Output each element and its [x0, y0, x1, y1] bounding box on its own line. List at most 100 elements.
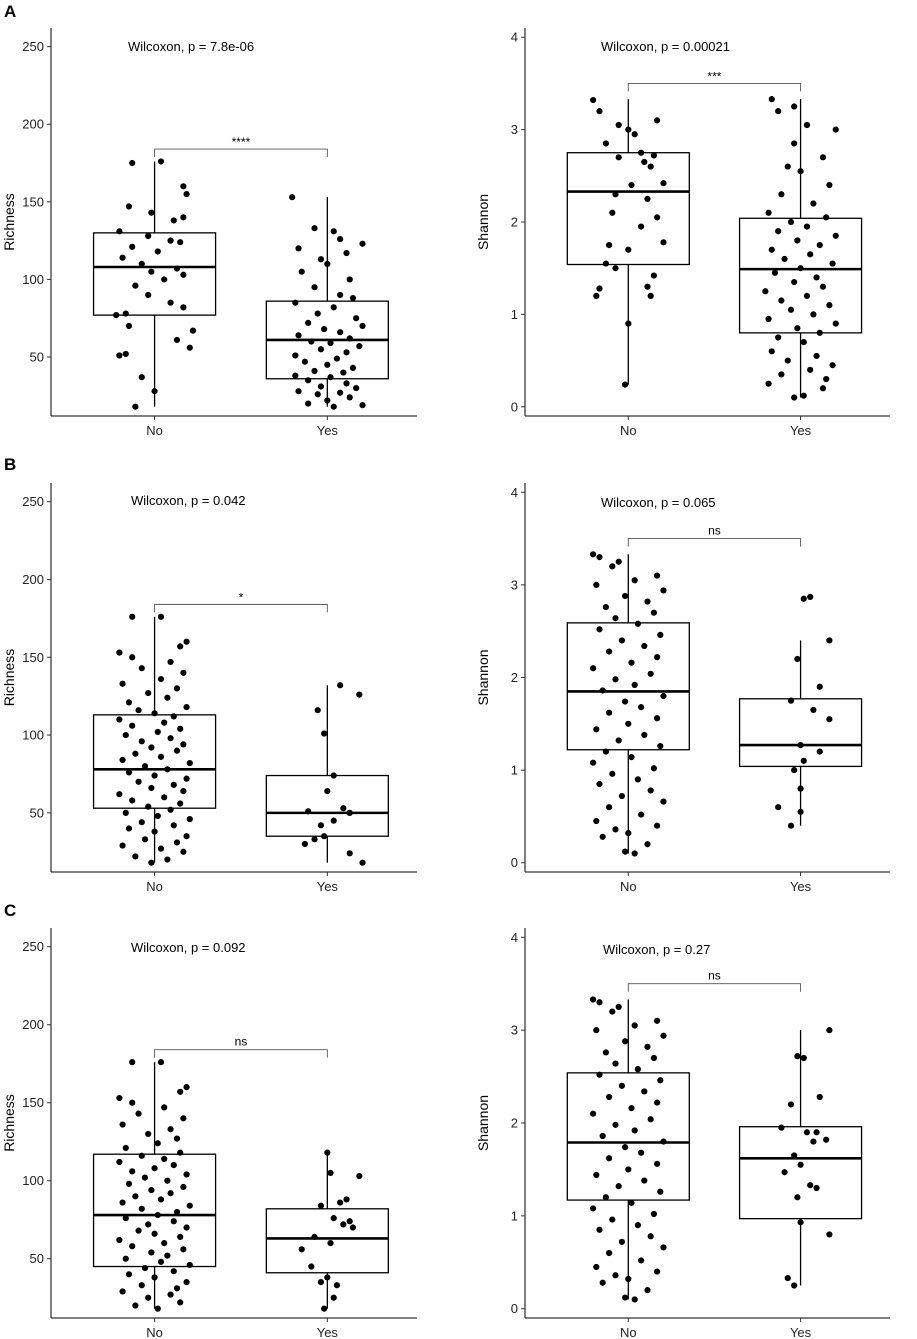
significance-label: ns	[235, 1035, 248, 1049]
data-point	[141, 1174, 149, 1181]
data-point	[314, 391, 321, 398]
data-point	[637, 223, 645, 230]
data-point	[141, 763, 149, 770]
data-point	[317, 1202, 325, 1209]
box-iqr-no	[92, 714, 217, 809]
box-iqr-yes	[738, 698, 863, 768]
data-point	[644, 283, 651, 290]
data-point	[173, 685, 181, 692]
data-point	[832, 126, 839, 133]
data-point	[589, 665, 597, 672]
data-point	[800, 1054, 807, 1062]
data-point	[138, 374, 145, 381]
data-point	[596, 553, 603, 561]
data-point	[122, 809, 129, 816]
data-point	[657, 1188, 664, 1195]
y-tick-label: 2	[511, 215, 518, 230]
data-point	[305, 319, 312, 326]
data-point	[794, 325, 801, 332]
data-point	[605, 1249, 613, 1257]
data-point	[631, 1022, 638, 1029]
y-tick-label: 2	[511, 1116, 518, 1131]
data-point	[660, 180, 667, 187]
data-point	[653, 715, 661, 722]
data-point	[321, 833, 328, 840]
data-point	[650, 1210, 657, 1218]
data-point	[122, 310, 129, 317]
data-point	[816, 241, 823, 249]
data-point	[765, 315, 772, 323]
data-point	[653, 1160, 661, 1167]
data-point	[113, 312, 120, 319]
data-point	[596, 285, 603, 292]
data-point	[791, 1152, 798, 1159]
data-point	[135, 778, 142, 785]
data-point	[167, 658, 174, 666]
data-point	[180, 669, 187, 676]
data-point	[122, 350, 129, 358]
data-point	[311, 225, 318, 232]
data-point	[781, 255, 788, 263]
data-point	[129, 243, 136, 250]
y-tick-label: 4	[511, 485, 518, 500]
data-point	[612, 191, 619, 198]
data-point	[148, 1186, 155, 1194]
data-point	[116, 649, 123, 656]
data-point	[823, 1136, 830, 1143]
data-point	[653, 1017, 661, 1024]
y-tick-label: 0	[511, 399, 518, 414]
data-point	[311, 284, 318, 291]
data-point	[346, 276, 353, 283]
data-point	[589, 759, 597, 766]
data-point	[356, 1172, 363, 1180]
data-point	[116, 791, 123, 798]
data-point	[637, 811, 645, 818]
box-iqr-no	[566, 1072, 690, 1201]
data-point	[628, 181, 635, 189]
data-point	[145, 1130, 152, 1138]
data-point	[161, 1104, 168, 1111]
data-point	[314, 310, 321, 317]
data-point	[612, 265, 619, 272]
data-point	[145, 1221, 152, 1228]
data-point	[321, 1305, 328, 1312]
data-point	[330, 817, 337, 824]
data-point	[650, 1054, 657, 1062]
y-tick-label: 50	[30, 1251, 44, 1266]
data-point	[346, 809, 353, 816]
data-point	[116, 352, 123, 359]
wilcoxon-annotation: Wilcoxon, p = 7.8e-06	[128, 39, 254, 54]
data-point	[602, 604, 609, 611]
data-point	[337, 291, 344, 299]
data-point	[324, 1274, 331, 1281]
data-point	[829, 260, 836, 267]
data-point	[122, 1215, 129, 1222]
data-point	[324, 787, 331, 795]
data-point	[775, 804, 782, 811]
data-point	[771, 269, 779, 276]
x-tick-label-no: No	[146, 423, 163, 438]
data-point	[180, 848, 187, 855]
data-point	[129, 1168, 136, 1175]
data-point	[170, 1162, 177, 1169]
data-point	[765, 380, 772, 387]
x-tick-label-no: No	[620, 879, 637, 894]
x-tick-label-yes: Yes	[317, 879, 339, 894]
data-point	[778, 371, 785, 378]
data-point	[816, 329, 823, 336]
data-point	[784, 357, 791, 364]
data-point	[292, 299, 299, 306]
chart-b-richness: 50 100 150 200 250 No Yes Richness Wilcoxon, p =…	[1, 483, 417, 894]
box-iqr-yes	[265, 774, 389, 837]
data-point	[314, 707, 321, 714]
data-point	[807, 593, 814, 601]
data-point	[794, 1194, 801, 1201]
data-point	[612, 615, 619, 622]
data-point	[151, 1230, 158, 1237]
significance-bracket	[154, 603, 328, 613]
data-point	[170, 217, 177, 224]
data-point	[125, 203, 133, 210]
data-point	[816, 1093, 823, 1101]
data-point	[180, 1183, 187, 1191]
